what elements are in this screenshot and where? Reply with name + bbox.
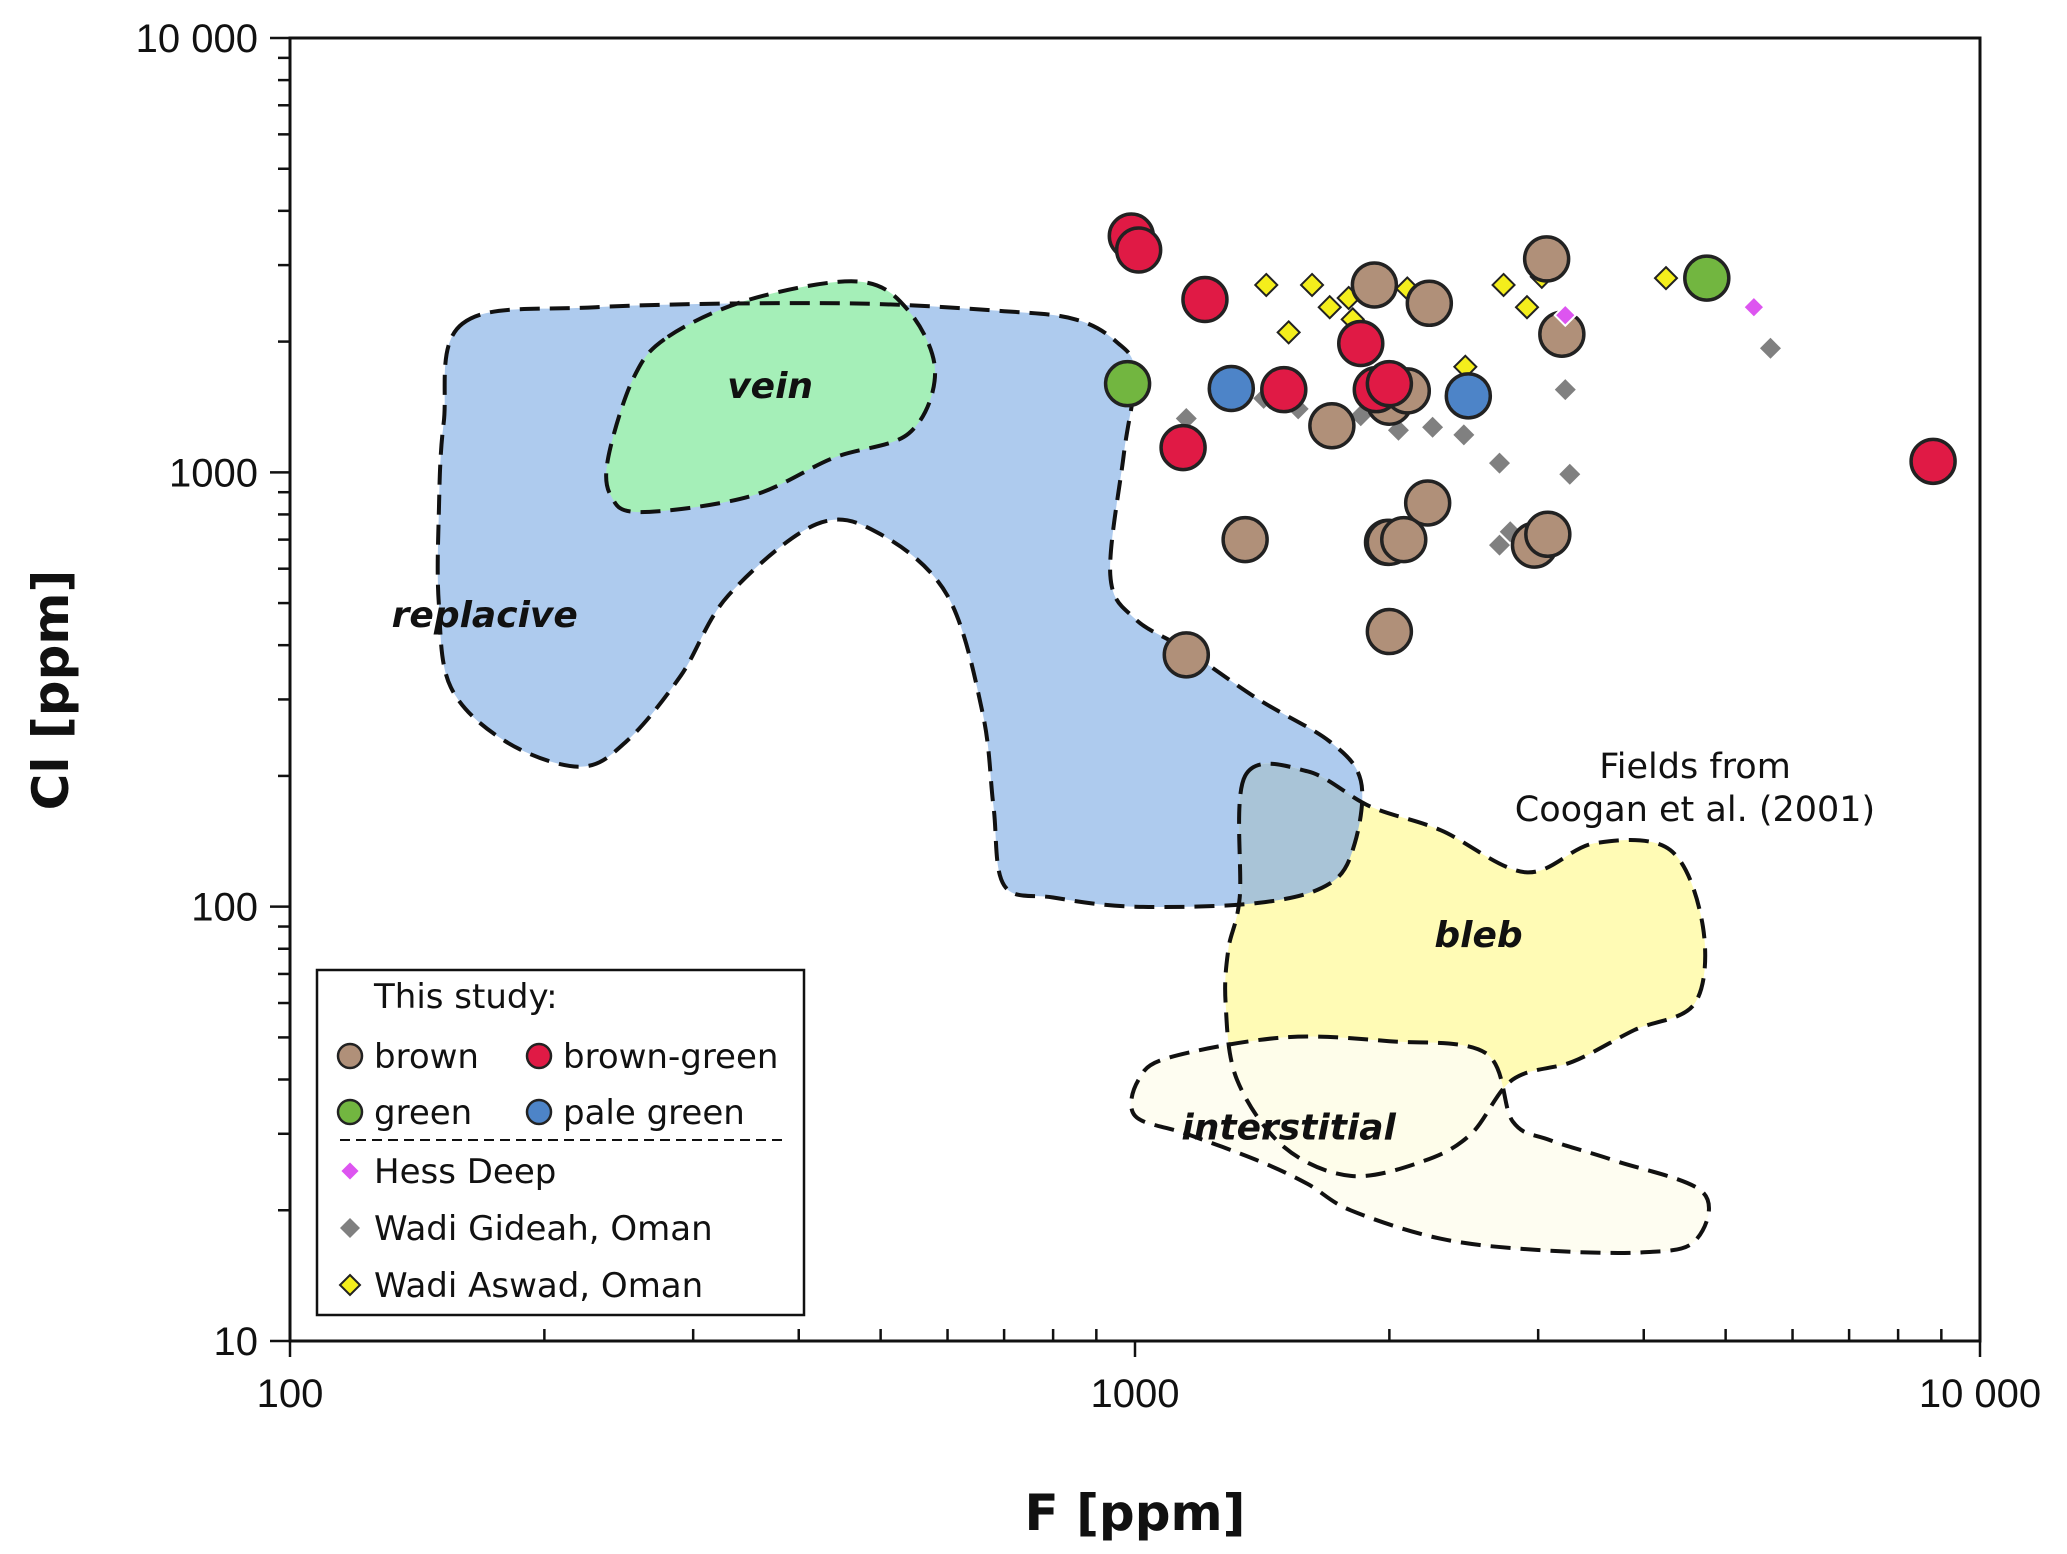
points-layer [1103, 212, 1957, 679]
legend-marker-brown-green [525, 1042, 553, 1070]
point-brown-1 [1350, 261, 1399, 309]
fields-source-annotation: Fields from Coogan et al. (2001) [1515, 747, 1875, 830]
point-brown-12 [1524, 510, 1572, 559]
point-wadi-aswad-oman-2 [1276, 319, 1302, 345]
point-wadi-gideah-oman-13 [1559, 463, 1581, 485]
point-wadi-aswad-oman-12 [1653, 265, 1679, 291]
point-wadi-aswad-oman-10 [1514, 294, 1540, 320]
field-label-vein: vein [727, 366, 813, 407]
legend-marker-green [336, 1098, 364, 1126]
legend-label-hess-deep: Hess Deep [374, 1152, 556, 1192]
point-pale-green-1 [1207, 364, 1256, 413]
legend-label-pale-green: pale green [563, 1093, 745, 1133]
field-label-replacive: replacive [392, 595, 578, 636]
point-brown-green-8 [1159, 423, 1207, 472]
legend-marker-hess-deep [338, 1159, 362, 1183]
point-brown-3 [1308, 402, 1356, 450]
point-wadi-gideah-oman-12 [1554, 379, 1576, 401]
point-hess-deep-2 [1741, 295, 1766, 320]
point-wadi-aswad-oman-3 [1299, 272, 1325, 298]
legend-marker-wadi-aswad-oman [338, 1273, 362, 1297]
point-brown-green-7 [1365, 359, 1414, 408]
field-bleb-outline [1223, 761, 1708, 1179]
series-hess-deep [1553, 295, 1766, 328]
point-wadi-gideah-oman-9 [1489, 452, 1511, 474]
annotation-line-2: Coogan et al. (2001) [1515, 790, 1875, 830]
point-wadi-aswad-oman-4 [1317, 294, 1343, 320]
point-brown-10 [1380, 515, 1428, 564]
legend-marker-pale-green [525, 1098, 553, 1126]
legend-label-wadi-gideah-oman: Wadi Gideah, Oman [374, 1209, 713, 1249]
series-green [1103, 254, 1731, 408]
field-label-bleb: bleb [1434, 915, 1522, 956]
point-wadi-gideah-oman-7 [1422, 416, 1444, 438]
point-brown-15 [1162, 631, 1211, 679]
point-wadi-gideah-oman-11 [1489, 534, 1511, 556]
point-wadi-gideah-oman-14 [1759, 337, 1781, 359]
y-tick-label-1000: 1000 [169, 451, 258, 495]
field-labels-layer: replacive vein bleb interstitial [392, 366, 1523, 1149]
point-brown-2 [1405, 279, 1454, 328]
field-vein-outline [604, 279, 938, 515]
point-brown-green-3 [1181, 275, 1229, 324]
point-wadi-gideah-oman-8 [1453, 424, 1475, 446]
legend-label-brown-green: brown-green [563, 1037, 778, 1077]
legend-label-brown: brown [374, 1037, 479, 1077]
y-tick-label-100: 100 [191, 886, 258, 930]
legend-entry-brown: brown [336, 1037, 479, 1077]
point-brown-13 [1522, 235, 1571, 283]
legend-label-wadi-aswad-oman: Wadi Aswad, Oman [374, 1266, 703, 1306]
point-brown-8 [1221, 515, 1269, 564]
x-tick-label-10-000: 10 000 [1919, 1372, 2041, 1416]
legend-marker-brown [336, 1042, 364, 1070]
field-vein-area [606, 281, 936, 513]
field-interstitial-outline [1129, 1034, 1711, 1255]
legend-marker-wadi-gideah-oman [340, 1218, 360, 1238]
x-axis-title: F [ppm] [1025, 1484, 1246, 1542]
series-pale-green [1207, 364, 1493, 420]
legend-entry-wadi-aswad-oman: Wadi Aswad, Oman [338, 1266, 703, 1306]
legend-entry-wadi-gideah-oman: Wadi Gideah, Oman [340, 1209, 713, 1249]
point-wadi-gideah-oman-1 [1175, 408, 1197, 430]
point-brown-green-4 [1260, 365, 1308, 414]
legend: This study: brown brown-green green pale gr… [315, 968, 806, 1317]
point-brown-green-5 [1337, 319, 1385, 368]
y-tick-label-10: 10 [214, 1320, 259, 1364]
point-pale-green-2 [1444, 372, 1493, 420]
point-green-2 [1683, 254, 1731, 302]
legend-entry-hess-deep: Hess Deep [338, 1152, 556, 1192]
legend-title: This study: [373, 977, 558, 1017]
field-interstitial-area [1131, 1036, 1709, 1253]
point-brown-16 [1365, 607, 1414, 656]
point-hess-deep-1 [1553, 303, 1578, 328]
field-replacive-outline [435, 301, 1365, 910]
series-wadi-aswad-oman [1253, 264, 1679, 380]
legend-box [315, 968, 806, 1317]
point-green-1 [1103, 359, 1152, 408]
series-brown-green [1107, 212, 1957, 486]
y-tick-label-10-000: 10 000 [136, 17, 258, 61]
axes-layer: 100 1000 10 000 10 100 1000 10 000 [136, 17, 2042, 1416]
legend-entry-pale-green: pale green [525, 1093, 745, 1133]
point-brown-7 [1403, 479, 1452, 527]
point-brown-green-2 [1114, 226, 1163, 274]
annotation-line-1: Fields from [1599, 747, 1791, 787]
point-wadi-aswad-oman-1 [1253, 272, 1279, 298]
x-tick-label-100: 100 [257, 1372, 324, 1416]
x-tick-label-1000: 1000 [1091, 1372, 1180, 1416]
legend-label-green: green [374, 1093, 472, 1133]
point-brown-green-9 [1909, 437, 1957, 486]
fields-layer [435, 279, 1711, 1255]
y-axis-title: Cl [ppm] [22, 570, 80, 811]
field-label-interstitial: interstitial [1181, 1108, 1396, 1149]
legend-entry-green: green [336, 1093, 472, 1133]
point-wadi-aswad-oman-9 [1491, 272, 1516, 298]
legend-entry-brown-green: brown-green [525, 1037, 778, 1077]
